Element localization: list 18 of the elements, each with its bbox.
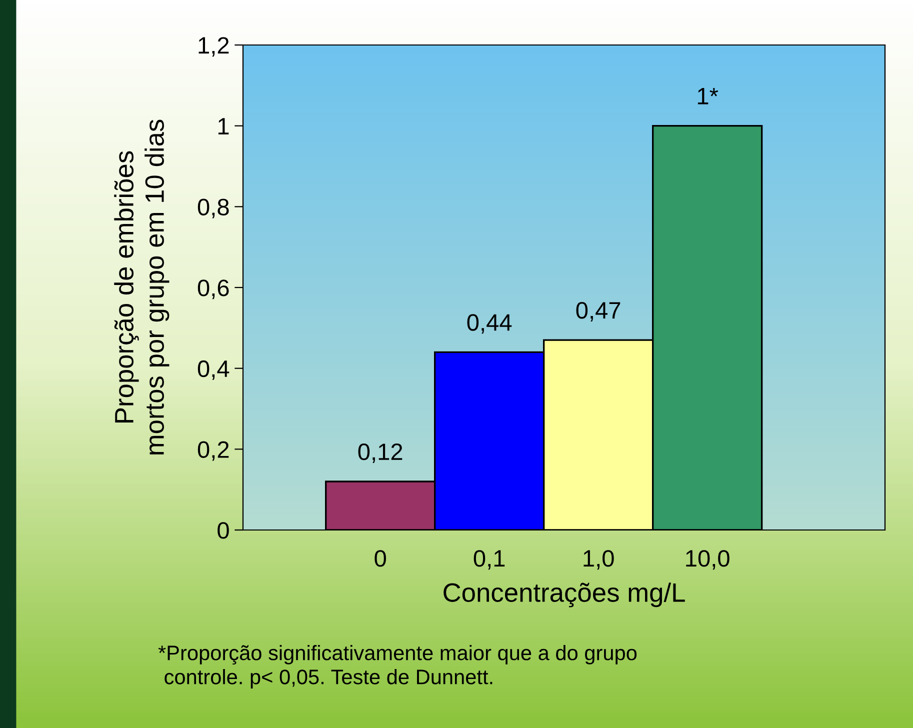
data-label: 0,12 — [358, 443, 402, 463]
data-label: 1* — [698, 88, 718, 104]
x-tick-label: 0,1 — [474, 550, 505, 570]
data-label: 0,47 — [576, 302, 620, 322]
y-tick-label: 0,2 — [198, 441, 229, 461]
x-tick-label: 0 — [374, 550, 386, 567]
x-tick-label: 10,0 — [686, 550, 730, 570]
x-axis-title: Concentrações mg/L — [444, 582, 685, 608]
text: *Proporção significativamente maior que a do grupo controle. p< 0,05. Teste de Dunnett. — [158, 645, 637, 688]
y-axis-title: Proporção de embriões mortos por grupo em 10 dias — [114, 120, 170, 454]
x-tick-label: 1,0 — [584, 550, 614, 570]
y-tick-label: 0,6 — [198, 280, 229, 300]
y-tick-label: 0 — [218, 522, 229, 539]
y-tick-label: 0,4 — [198, 360, 230, 380]
y-tick-label: 0,8 — [198, 198, 229, 218]
data-label: 0,44 — [467, 314, 512, 334]
y-tick-label: 1,2 — [198, 37, 229, 57]
y-tick-label: 1 — [218, 118, 229, 134]
